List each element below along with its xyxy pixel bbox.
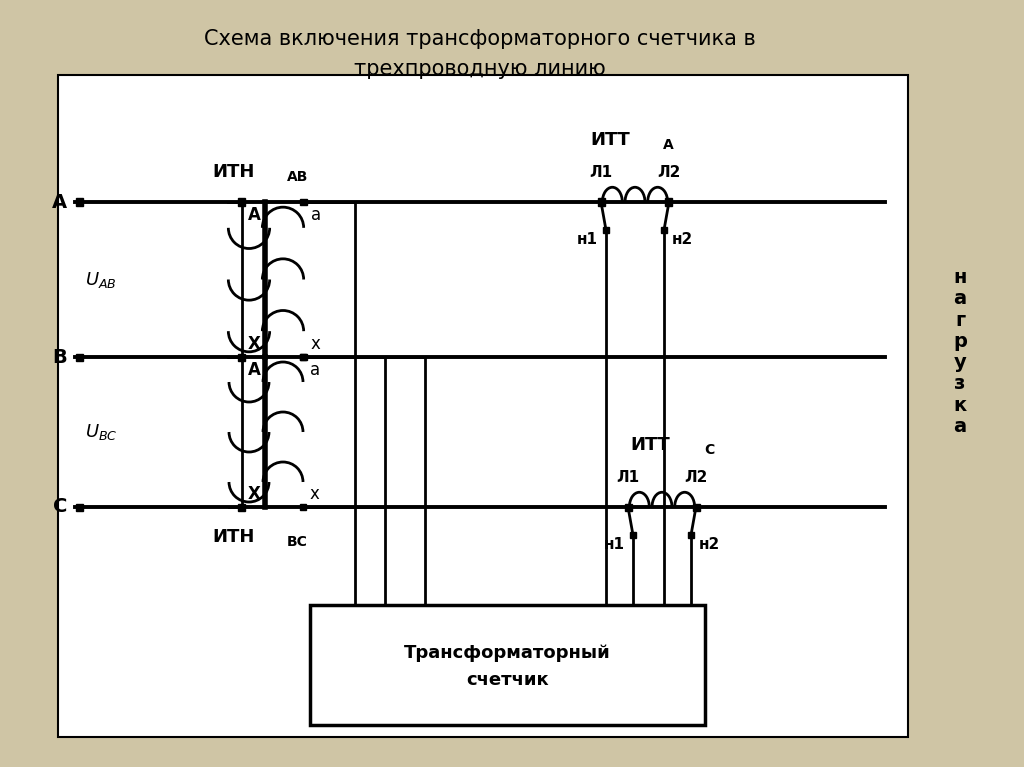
FancyBboxPatch shape — [58, 75, 908, 737]
Text: трехпроводную линию: трехпроводную линию — [354, 59, 606, 79]
Text: В: В — [52, 347, 67, 367]
Bar — [603, 227, 609, 233]
Text: н1: н1 — [577, 232, 598, 247]
Text: ВС: ВС — [287, 535, 308, 549]
Bar — [300, 199, 307, 206]
Text: x: x — [310, 485, 319, 503]
Text: А: А — [248, 206, 261, 224]
Text: Л1: Л1 — [590, 165, 612, 180]
Bar — [76, 354, 83, 360]
FancyBboxPatch shape — [310, 605, 705, 725]
Text: $U_{ВС}$: $U_{ВС}$ — [85, 422, 118, 442]
Text: С: С — [705, 443, 715, 457]
Bar — [625, 503, 632, 511]
Text: А: А — [663, 138, 674, 152]
Text: А: А — [248, 361, 261, 379]
Bar — [692, 503, 699, 511]
Bar — [239, 354, 246, 360]
Bar — [597, 199, 604, 206]
Text: Л2: Л2 — [657, 165, 681, 180]
Text: ИТН: ИТН — [213, 528, 255, 546]
Text: С: С — [52, 498, 67, 516]
Text: н1: н1 — [604, 537, 625, 552]
Text: н
а
г
р
у
з
к
а: н а г р у з к а — [953, 268, 967, 436]
Bar — [300, 504, 306, 510]
Text: А: А — [52, 193, 67, 212]
Text: Л2: Л2 — [684, 470, 708, 485]
Bar — [660, 227, 668, 233]
Text: Трансформаторный: Трансформаторный — [404, 644, 611, 662]
Text: ИТТ: ИТТ — [630, 436, 670, 454]
Bar — [300, 354, 307, 360]
Text: ИТН: ИТН — [213, 163, 255, 181]
Text: $U_{АВ}$: $U_{АВ}$ — [85, 269, 117, 289]
Text: x: x — [310, 335, 321, 353]
Text: Х: Х — [248, 485, 261, 503]
Text: Х: Х — [248, 335, 261, 353]
Bar — [76, 503, 83, 511]
Text: a: a — [310, 206, 321, 224]
Text: Л1: Л1 — [616, 470, 640, 485]
Bar — [666, 199, 673, 206]
Bar — [630, 532, 636, 538]
Bar — [76, 199, 83, 206]
Text: Схема включения трансформаторного счетчика в: Схема включения трансформаторного счетчи… — [204, 29, 756, 49]
Text: a: a — [310, 361, 321, 379]
Text: н2: н2 — [672, 232, 693, 247]
Text: ИТТ: ИТТ — [590, 131, 630, 149]
Bar — [688, 532, 694, 538]
Bar — [300, 354, 306, 360]
Text: счетчик: счетчик — [466, 671, 549, 689]
Text: н2: н2 — [699, 537, 720, 552]
Text: АВ: АВ — [287, 170, 308, 184]
Bar — [239, 199, 246, 206]
Bar — [239, 503, 246, 511]
